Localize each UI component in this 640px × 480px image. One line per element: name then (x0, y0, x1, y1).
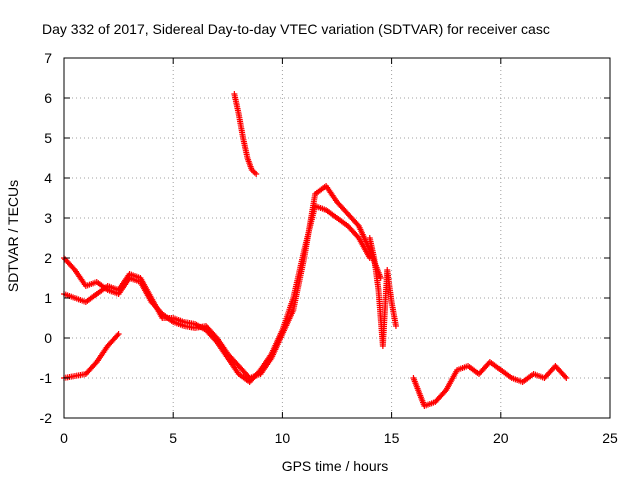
series-seg-F (410, 359, 570, 409)
y-tick-label: 4 (44, 170, 52, 186)
grid-lines (64, 58, 610, 418)
chart-title: Day 332 of 2017, Sidereal Day-to-day VTE… (42, 21, 550, 37)
x-tick-label: 10 (275, 430, 291, 446)
plot-frame (63, 57, 611, 419)
y-tick-label: 7 (44, 50, 52, 66)
y-axis-label: SDTVAR / TECUs (5, 180, 21, 292)
data-point (562, 373, 569, 380)
x-tick-label: 20 (493, 430, 509, 446)
series-seg-C (61, 331, 122, 381)
data-markers (61, 91, 570, 409)
y-tick-label: -2 (40, 410, 53, 426)
data-point (115, 331, 122, 337)
data-point (563, 375, 570, 381)
x-tick-label: 0 (60, 430, 68, 446)
y-tick-label: 5 (44, 130, 52, 146)
y-tick-label: 1 (44, 290, 52, 306)
axis-ticks (63, 57, 611, 419)
y-tick-label: 2 (44, 250, 52, 266)
data-point (253, 171, 260, 177)
data-point (354, 221, 361, 228)
x-tick-label: 5 (169, 430, 177, 446)
y-tick-label: -1 (40, 370, 53, 386)
data-point (392, 323, 399, 329)
series-seg-E (366, 235, 399, 349)
x-tick-label: 25 (602, 430, 618, 446)
x-tick-label: 15 (384, 430, 400, 446)
series-seg-D (231, 91, 260, 177)
y-tick-label: 3 (44, 210, 52, 226)
y-tick-label: 6 (44, 90, 52, 106)
y-tick-label: 0 (44, 330, 52, 346)
tick-labels: 0 5 10 15 20 25 -2 -1 0 1 2 3 4 5 6 7 (40, 50, 618, 446)
series-seg-B (61, 203, 373, 385)
data-point (377, 275, 384, 281)
x-axis-label: GPS time / hours (282, 458, 389, 474)
data-point (114, 332, 121, 339)
